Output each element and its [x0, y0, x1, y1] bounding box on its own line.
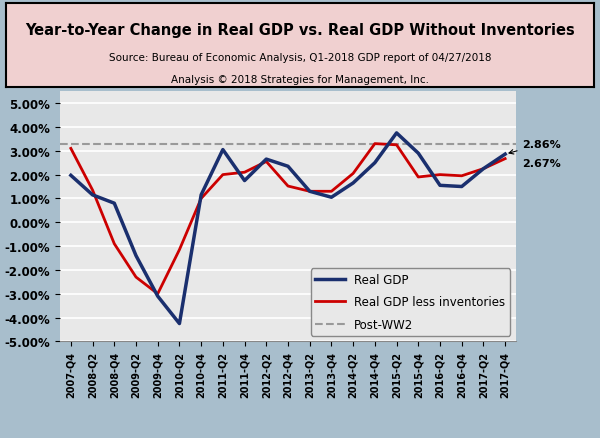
- Text: Source: Bureau of Economic Analysis, Q1-2018 GDP report of 04/27/2018: Source: Bureau of Economic Analysis, Q1-…: [109, 53, 491, 63]
- Legend: Real GDP, Real GDP less inventories, Post-WW2: Real GDP, Real GDP less inventories, Pos…: [311, 268, 510, 336]
- Text: Analysis © 2018 Strategies for Management, Inc.: Analysis © 2018 Strategies for Managemen…: [171, 75, 429, 85]
- Text: Year-to-Year Change in Real GDP vs. Real GDP Without Inventories: Year-to-Year Change in Real GDP vs. Real…: [25, 23, 575, 38]
- Text: 2.67%: 2.67%: [523, 159, 561, 168]
- Text: 2.86%: 2.86%: [509, 140, 561, 155]
